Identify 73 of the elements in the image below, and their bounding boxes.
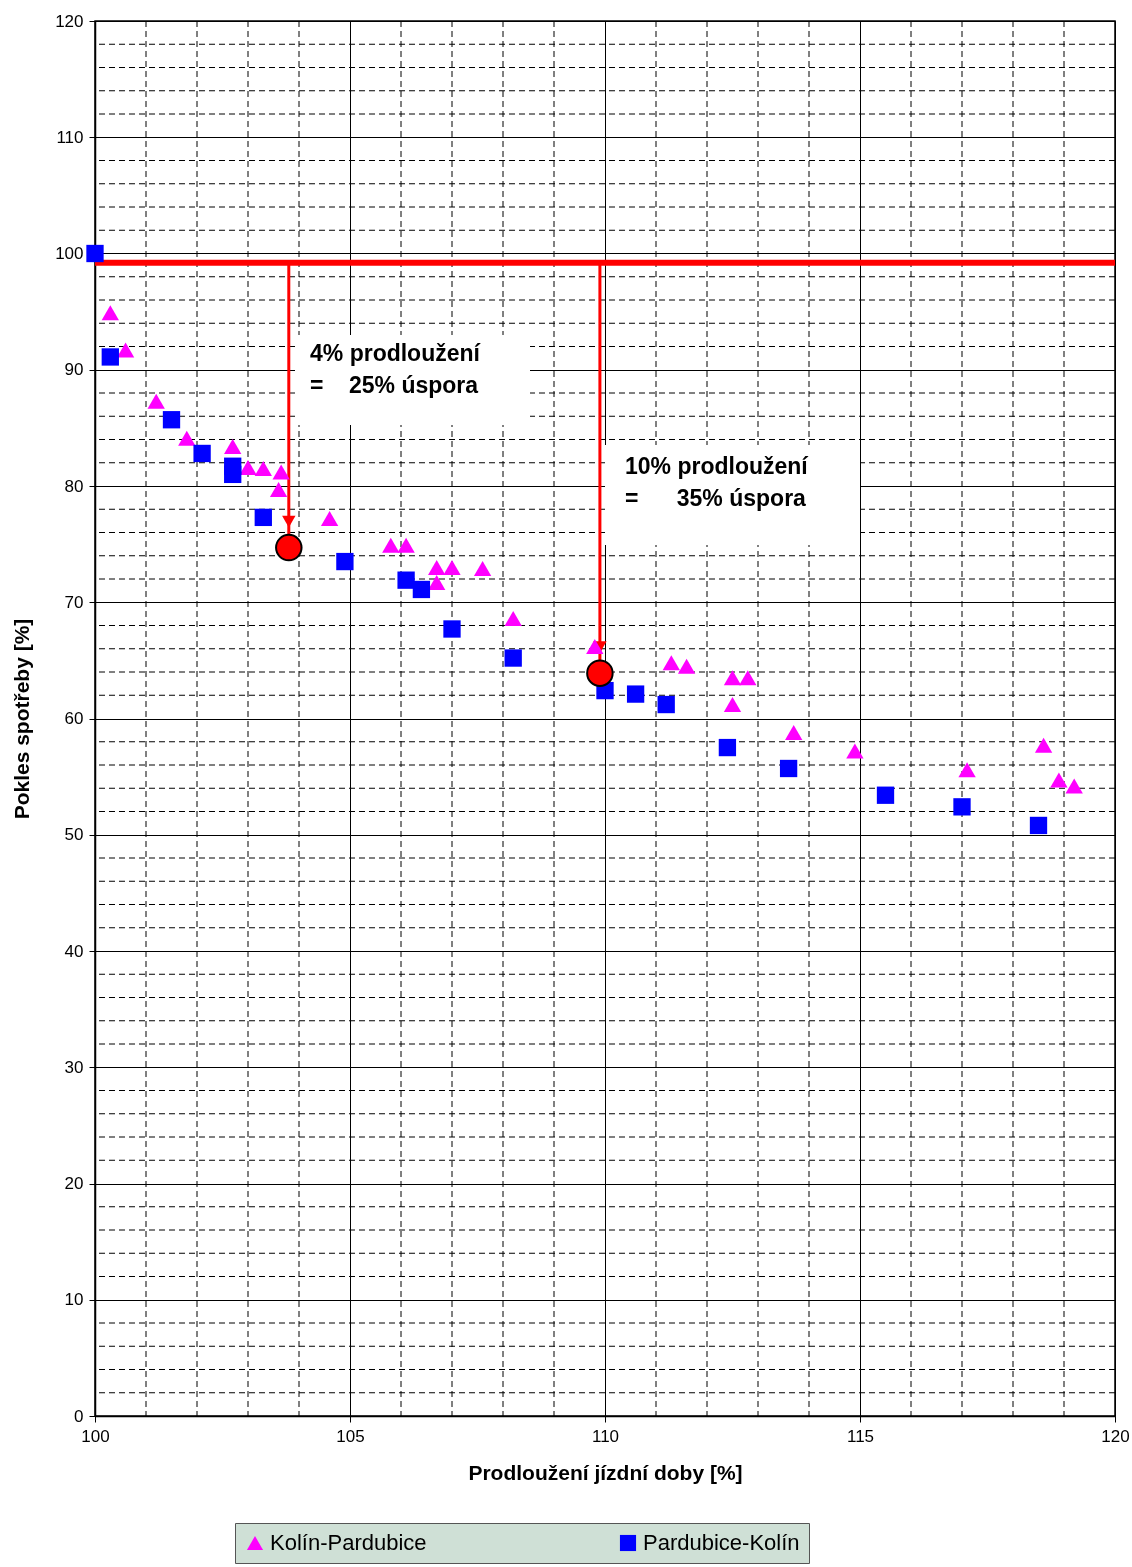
point — [876, 786, 895, 804]
point — [779, 759, 798, 778]
point — [739, 670, 757, 686]
point — [336, 552, 354, 571]
point — [1065, 778, 1083, 794]
y-tick-label: 70 — [64, 592, 84, 612]
point — [272, 464, 290, 480]
y-tick-label: 90 — [64, 360, 84, 380]
point — [626, 685, 645, 703]
point — [504, 649, 522, 667]
x-tick-label: 100 — [81, 1426, 110, 1446]
y-tick-label: 20 — [64, 1174, 84, 1193]
y-tick-label: 10 — [64, 1290, 84, 1310]
point — [428, 574, 446, 590]
point — [193, 444, 211, 463]
y-tick-label: 40 — [64, 941, 84, 961]
point — [443, 559, 461, 575]
point — [657, 695, 675, 714]
legend-label: Kolín-Pardubice — [270, 1530, 427, 1555]
x-tick-label: 105 — [336, 1426, 365, 1446]
point — [412, 580, 431, 599]
point — [1050, 772, 1068, 788]
point — [428, 559, 446, 575]
point — [269, 481, 288, 497]
y-tick-label: 50 — [64, 825, 84, 845]
point — [254, 508, 272, 527]
y-axis-title: Pokles spotřeby [%] — [10, 618, 34, 820]
point — [178, 430, 196, 446]
point — [586, 659, 614, 687]
point — [718, 738, 737, 757]
point — [723, 670, 742, 686]
point — [785, 724, 803, 740]
point — [275, 533, 303, 562]
point — [116, 342, 135, 358]
legend-label: Pardubice-Kolín — [643, 1530, 800, 1555]
point — [147, 393, 165, 409]
y-tick-label: 100 — [55, 244, 84, 263]
point — [586, 638, 604, 654]
x-tick-label: 115 — [846, 1426, 875, 1446]
annotation: 10% prodloužení = 35% úspora — [625, 453, 810, 511]
point — [239, 459, 257, 475]
annotation: 4% prodloužení = 25% úspora — [310, 340, 482, 398]
point — [1034, 737, 1053, 753]
y-tick-label: 80 — [64, 476, 84, 496]
x-tick-label: 120 — [1101, 1426, 1130, 1446]
y-tick-label: 30 — [64, 1057, 84, 1077]
x-tick-label: 110 — [591, 1426, 620, 1446]
point — [846, 743, 864, 759]
point — [382, 537, 400, 553]
point — [504, 611, 522, 627]
point — [101, 305, 119, 321]
y-tick-label: 0 — [74, 1406, 84, 1426]
point — [473, 561, 492, 577]
point — [397, 537, 415, 553]
y-tick-label: 120 — [55, 11, 84, 31]
point — [723, 697, 742, 713]
point — [320, 511, 339, 527]
point — [397, 571, 415, 589]
point — [677, 658, 696, 674]
point — [224, 438, 242, 454]
y-tick-label: 60 — [64, 709, 84, 728]
x-axis-title: Prodloužení jízdní doby [%] — [468, 1460, 743, 1484]
y-tick-label: 110 — [56, 127, 84, 147]
point — [443, 620, 461, 638]
point — [1029, 816, 1048, 835]
point — [662, 655, 680, 671]
point — [224, 465, 242, 484]
point — [162, 411, 181, 429]
point — [254, 461, 272, 477]
point — [86, 244, 104, 263]
point — [953, 798, 971, 816]
point — [958, 762, 976, 778]
point — [101, 348, 119, 366]
